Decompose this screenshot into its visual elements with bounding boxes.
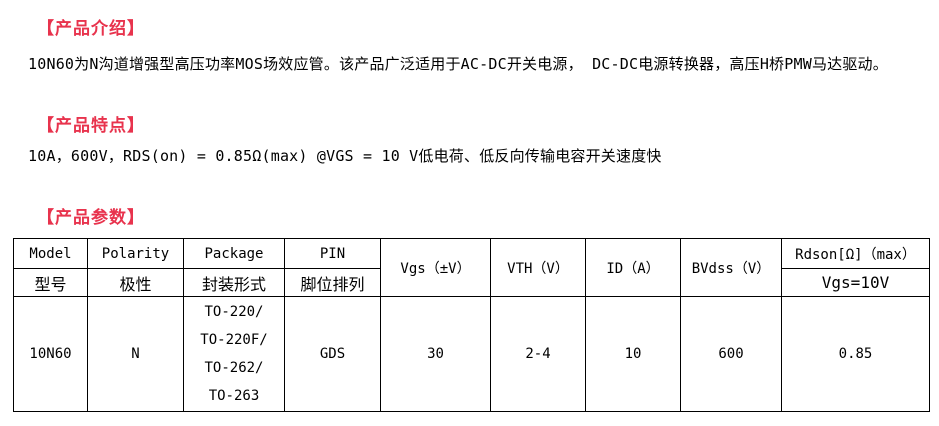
cell-bvdss: 600 (680, 296, 782, 412)
col-header-pin-en: PIN (284, 238, 381, 269)
header-row-cn: 型号 极性 封装形式 脚位排列 Vgs=10V (13, 268, 930, 297)
cell-model: 10N60 (13, 296, 88, 412)
cell-polarity: N (87, 296, 184, 412)
section-heading-intro: 【产品介绍】 (37, 19, 145, 39)
package-line: TO-220F/ (200, 332, 268, 348)
section-heading-params: 【产品参数】 (37, 208, 145, 228)
cell-vth: 2-4 (490, 296, 586, 412)
cell-rdson: 0.85 (781, 296, 930, 412)
header-row-en: Model Polarity Package PIN Vgs（±V） VTH（V… (13, 238, 930, 297)
col-header-bvdss: BVdss（V） (680, 238, 782, 297)
section-heading-features: 【产品特点】 (37, 116, 145, 136)
col-header-polarity-cn: 极性 (87, 268, 184, 297)
section-body-intro: 10N60为N沟道增强型高压功率MOS场效应管。该产品广泛适用于AC-DC开关电… (28, 55, 888, 73)
package-line: TO-262/ (204, 360, 264, 376)
cell-id: 10 (585, 296, 681, 412)
col-header-vgs: Vgs（±V） (380, 238, 491, 297)
package-line: TO-263 (208, 388, 260, 404)
col-header-rdson-title: Rdson[Ω]（max） (781, 238, 930, 269)
col-header-vth: VTH（V） (490, 238, 586, 297)
product-params-table: Model Polarity Package PIN Vgs（±V） VTH（V… (13, 238, 930, 412)
col-header-rdson-condition: Vgs=10V (781, 268, 930, 297)
cell-package: TO-220/ TO-220F/ TO-262/ TO-263 (183, 296, 285, 412)
col-header-package-cn: 封装形式 (183, 268, 285, 297)
section-body-features: 10A，600V，RDS(on) = 0.85Ω(max) @VGS = 10 … (28, 147, 662, 165)
cell-pin: GDS (284, 296, 381, 412)
col-header-id: ID（A） (585, 238, 681, 297)
cell-vgs: 30 (380, 296, 491, 412)
col-header-pin-cn: 脚位排列 (284, 268, 381, 297)
package-line: TO-220/ (204, 304, 264, 320)
col-header-polarity-en: Polarity (87, 238, 184, 269)
table-row: 10N60 N TO-220/ TO-220F/ TO-262/ TO-263 … (13, 296, 930, 412)
col-header-package-en: Package (183, 238, 285, 269)
col-header-model-en: Model (13, 238, 88, 269)
col-header-model-cn: 型号 (13, 268, 88, 297)
